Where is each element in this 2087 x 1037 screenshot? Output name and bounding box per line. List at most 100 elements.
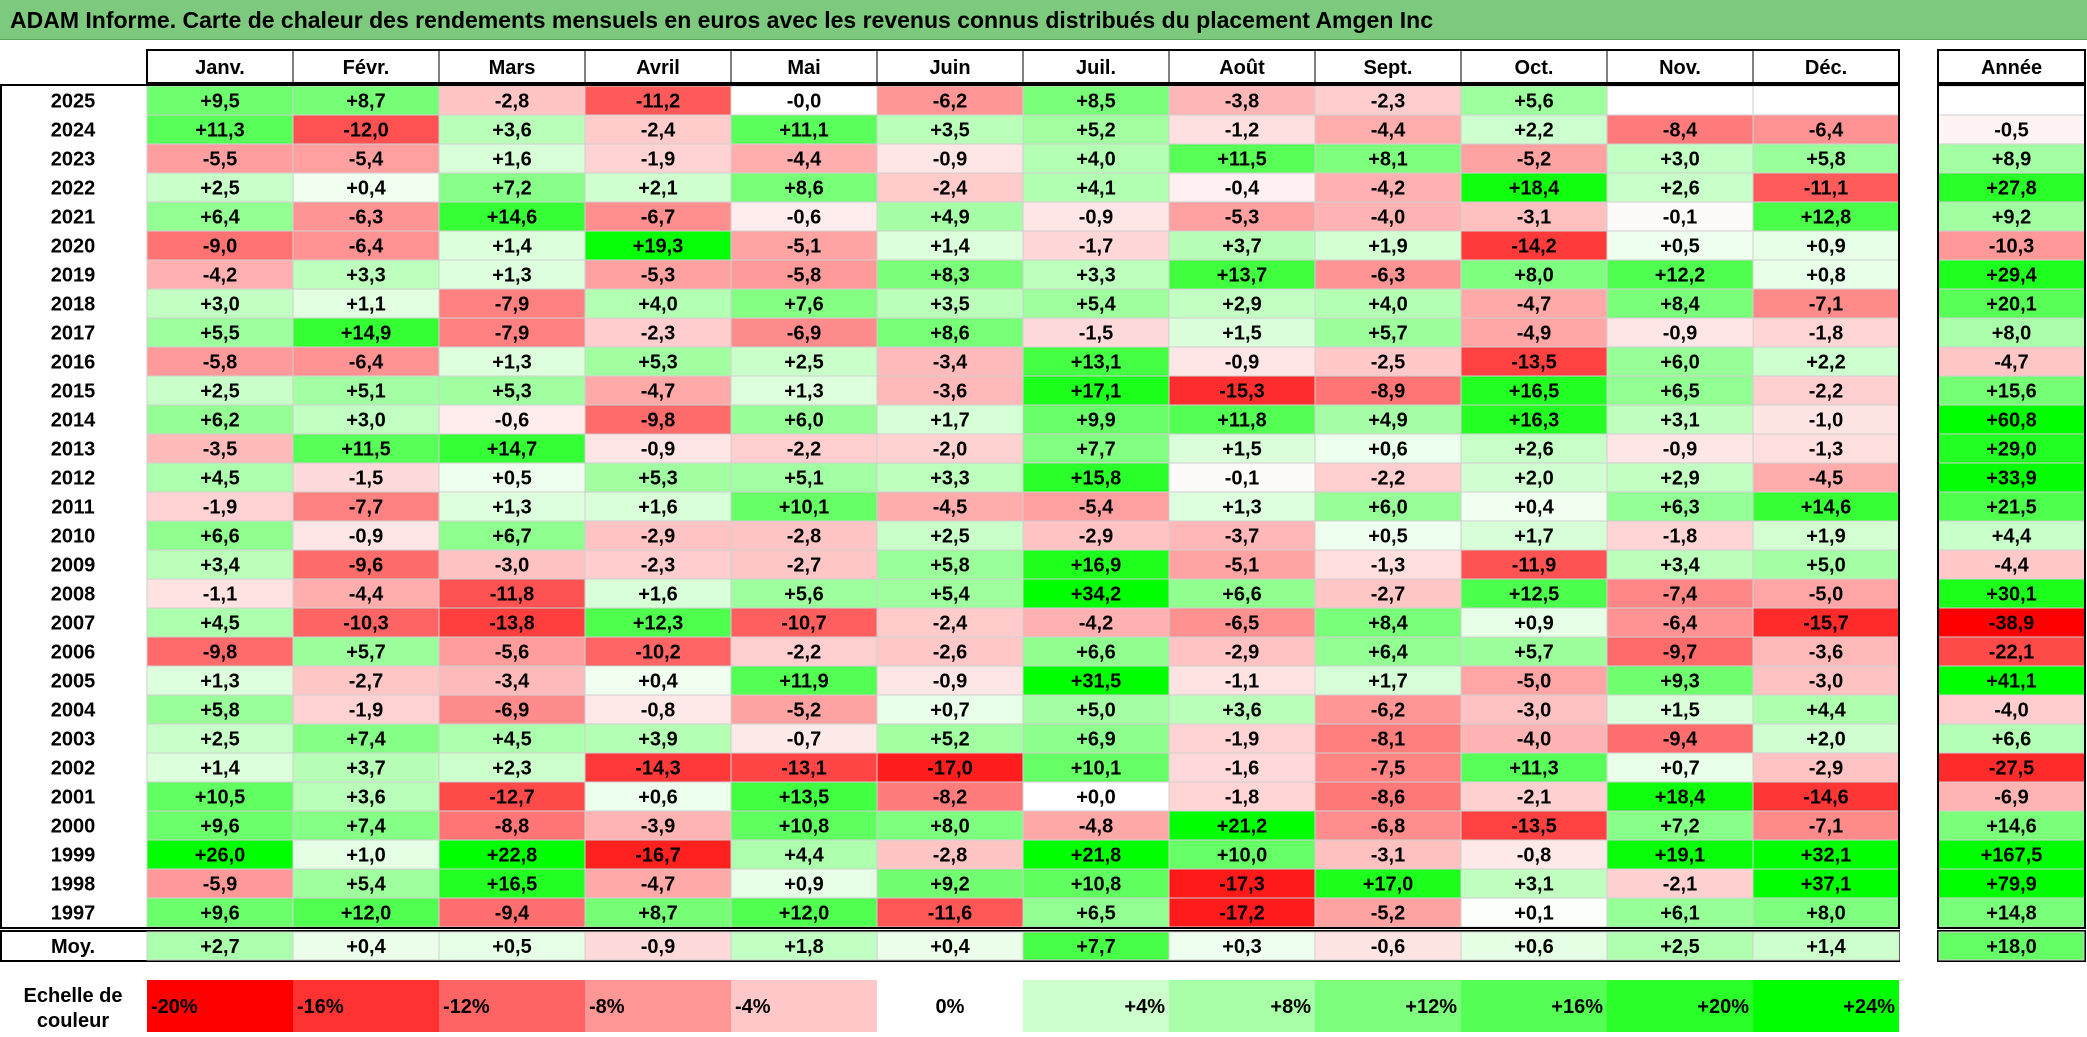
heat-cell [1606, 317, 1754, 348]
heat-cell [1460, 143, 1608, 174]
heat-cell [1314, 172, 1462, 203]
heat-cell-label: +21,2 [1217, 816, 1268, 838]
heat-cell [1314, 317, 1462, 348]
heat-cell-label: +0,5 [1660, 236, 1699, 258]
heat-cell-label: -8,9 [1371, 381, 1405, 403]
scale-step-label: -20% [151, 996, 198, 1018]
heat-cell [1460, 636, 1608, 667]
month-header-11: Nov. [1659, 57, 1701, 79]
heat-cell-label: +6,5 [1076, 903, 1115, 925]
heat-cell [1022, 259, 1170, 290]
heat-cell-label: +5,1 [784, 468, 823, 490]
heat-cell-label: +3,3 [930, 468, 969, 490]
heat-cell [730, 462, 878, 493]
heat-cell [1168, 694, 1316, 725]
heat-cell [292, 375, 440, 406]
heat-cell-label: -9,4 [495, 903, 530, 925]
annual-cell [1937, 114, 2086, 145]
heat-cell [438, 578, 586, 609]
heat-cell-label: -0,9 [641, 439, 675, 461]
heat-cell [876, 491, 1024, 522]
annual-cell [1937, 839, 2086, 870]
heat-cell [146, 114, 294, 145]
heat-cell [292, 665, 440, 696]
heat-cell-label: +18,4 [1655, 787, 1706, 809]
average-cell [438, 931, 586, 961]
year-label: 1999 [51, 845, 96, 867]
heat-cell-label: -2,8 [933, 845, 967, 867]
year-label: 1998 [51, 874, 96, 896]
heat-cell-label: +7,6 [784, 294, 823, 316]
year-label: 2015 [51, 381, 96, 403]
heat-cell-label: +3,5 [930, 120, 969, 142]
heat-cell-label: +1,3 [492, 352, 531, 374]
heat-cell-label: -7,9 [495, 294, 529, 316]
heat-cell [876, 288, 1024, 319]
scale-step-label: -12% [443, 996, 490, 1018]
annual-cell-label: +29,4 [1986, 265, 2037, 287]
year-label: 2005 [51, 671, 96, 693]
heat-cell [1168, 897, 1316, 928]
heat-cell [584, 259, 732, 290]
heat-cell [1752, 607, 1900, 638]
heat-cell-label: -2,4 [933, 613, 968, 635]
heat-cell [1168, 520, 1316, 551]
heat-cell [438, 172, 586, 203]
scale-swatch [1315, 980, 1461, 1032]
heat-cell-label: +5,8 [200, 700, 239, 722]
heat-cell-label: -0,8 [641, 700, 675, 722]
heat-cell-label: +6,4 [1368, 642, 1408, 664]
heat-cell [730, 317, 878, 348]
heat-cell-label: +16,5 [1509, 381, 1560, 403]
heat-cell [146, 781, 294, 812]
heat-cell-label: +16,3 [1509, 410, 1560, 432]
heat-cell-label: -0,9 [1663, 439, 1697, 461]
heat-cell-label: +17,1 [1071, 381, 1122, 403]
year-label: 2016 [51, 352, 96, 374]
heat-cell-label: -1,8 [1225, 787, 1259, 809]
heat-cell-label: +5,0 [1806, 555, 1845, 577]
heat-cell [1752, 578, 1900, 609]
heat-cell [1168, 491, 1316, 522]
heat-cell-label: +9,2 [930, 874, 969, 896]
annual-cell-label: +41,1 [1986, 671, 2037, 693]
average-cell [1168, 931, 1316, 961]
year-label: 2021 [51, 207, 96, 229]
annual-header-frame [1937, 49, 2086, 84]
annual-cell-label: +6,6 [1992, 729, 2031, 751]
year-label: 2025 [51, 91, 96, 113]
heat-cell-label: +6,3 [1660, 497, 1699, 519]
heat-cell-label: -2,9 [1809, 758, 1843, 780]
heat-cell [1752, 317, 1900, 348]
heat-cell-label: +2,3 [492, 758, 531, 780]
heat-cell-label: -7,1 [1809, 294, 1843, 316]
annual-header: Année [1981, 57, 2042, 79]
heat-cell-label: +4,9 [1368, 410, 1407, 432]
annual-cell [1937, 85, 2086, 116]
heat-cell-label: -1,5 [1079, 323, 1113, 345]
heat-cell-label: -10,2 [635, 642, 681, 664]
heat-cell-label: -3,8 [1225, 91, 1259, 113]
heat-cell-label: -0,9 [1663, 323, 1697, 345]
heat-cell-label: -5,3 [641, 265, 675, 287]
heat-cell-label: +5,2 [930, 729, 969, 751]
heat-cell-label: -11,1 [1804, 178, 1848, 200]
heat-cell-label: -4,0 [1517, 729, 1551, 751]
heat-cell-label: -0,1 [1663, 207, 1697, 229]
heat-cell-label: +8,3 [930, 265, 969, 287]
heat-cell-label: +1,5 [1222, 323, 1261, 345]
heat-cell-label: +13,7 [1217, 265, 1268, 287]
year-label: 2006 [51, 642, 96, 664]
heat-cell [1752, 114, 1900, 145]
heat-cell-label: +0,7 [930, 700, 969, 722]
heat-cell-label: +4,5 [200, 613, 239, 635]
table-frame [0, 84, 1900, 929]
heat-cell [1460, 375, 1608, 406]
average-cell-label: +0,3 [1222, 936, 1261, 958]
heat-cell-label: -2,2 [1371, 468, 1405, 490]
heat-cell-label: +4,0 [638, 294, 677, 316]
heat-cell [1022, 143, 1170, 174]
heat-cell-label: +2,5 [784, 352, 823, 374]
heat-cell-label: -8,1 [1371, 729, 1405, 751]
heat-cell-label: +9,6 [200, 816, 239, 838]
